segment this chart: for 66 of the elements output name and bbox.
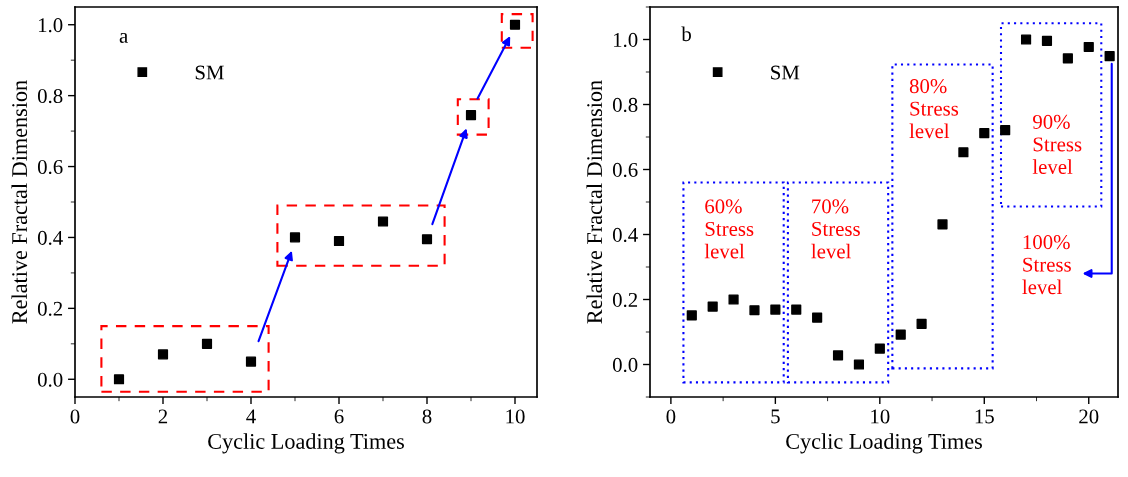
point [728,294,739,305]
point [916,318,927,329]
point [937,219,948,230]
point [686,310,697,321]
y-tick-label: 0.0 [37,372,63,387]
point [874,343,885,354]
y-tick-label: 0.4 [37,230,63,245]
y-tick-label: 0.6 [37,159,63,175]
point [377,216,389,227]
annotation: b [681,26,691,42]
x-tick-label: 2 [158,409,168,424]
annotation: 70% Stress level [811,199,860,259]
y-tick-label: 0.8 [37,89,63,104]
y-tick-label: 1.0 [38,18,63,33]
y-tick-label: 1.0 [613,32,638,48]
x-tick-label: 6 [334,409,344,424]
point [979,128,990,139]
point [1104,50,1115,62]
y-tick-label: 0.4 [612,227,638,243]
x-tick-label: 8 [422,409,432,424]
x-tick-label: 0 [70,409,80,424]
point [707,301,718,312]
point [853,359,865,370]
point [812,312,823,323]
legend-label: SM [771,65,800,80]
legend-label: SM [195,65,224,80]
point [1041,35,1053,46]
point [157,349,169,360]
point [509,19,521,30]
x-tick-label: 20 [1079,409,1099,424]
x-tick-label: 0 [666,409,676,424]
point [1020,34,1032,45]
y-tick-label: 0.2 [612,292,638,308]
point [770,304,781,315]
y-tick-label: 0.6 [612,162,638,178]
x-axis-title: Cyclic Loading Times [208,433,404,454]
annotation: 100% Stress level [1022,235,1071,295]
point [832,350,844,361]
point [791,304,802,315]
annotation: 90% Stress level [1032,114,1082,174]
point [245,356,257,367]
point [333,235,345,247]
x-axis-title: Cyclic Loading Times [786,433,982,454]
x-tick-label: 10 [871,409,890,424]
point [1083,41,1094,53]
point [749,305,760,316]
x-tick-label: 4 [246,409,256,424]
y-tick-label: 0.0 [612,357,638,373]
y-axis-title: Relative Fractal Dimension [586,80,603,324]
point [289,232,301,243]
annotation: 80% Stress level [909,79,959,139]
x-tick-label: 5 [771,409,780,424]
annotation: a [119,32,128,43]
x-tick-label: 10 [506,409,525,424]
point [113,374,125,385]
point [895,329,906,340]
x-tick-label: 15 [975,409,994,424]
y-axis-title: Relative Fractal Dimension [11,80,28,324]
y-tick-label: 0.8 [612,97,638,113]
point [1000,125,1011,136]
point [421,234,433,245]
point [1062,53,1073,64]
annotation: 60% Stress level [704,199,754,259]
point [958,147,969,158]
y-tick-label: 0.2 [37,301,63,316]
point [201,338,213,349]
